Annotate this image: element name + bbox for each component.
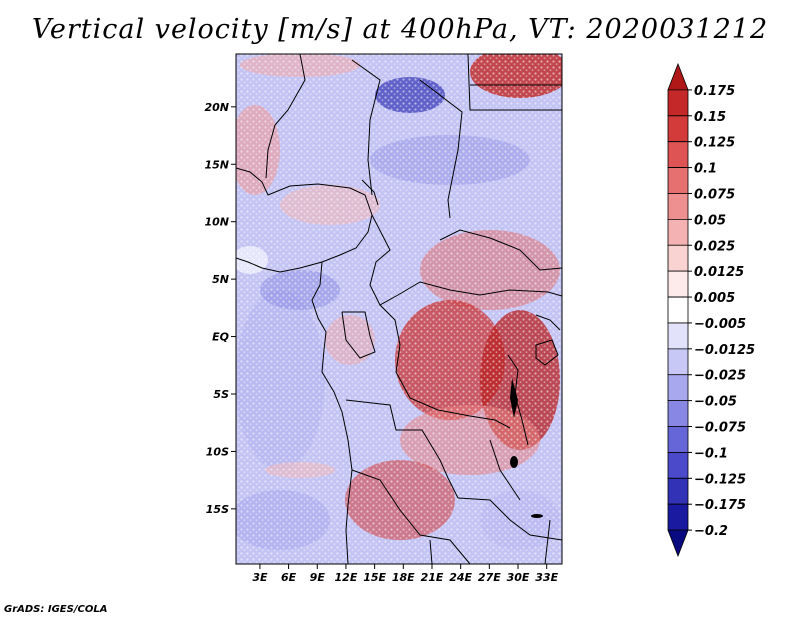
colorbar-swatch [667, 244, 689, 272]
lon-tick-label: 12E [335, 571, 358, 584]
colorbar-swatch [667, 193, 689, 220]
colorbar-label: 0.05 [694, 213, 726, 228]
grads-credit: GrADS: IGES/COLA [4, 604, 108, 615]
lat-tick-label: 10N [204, 216, 229, 229]
colorbar-label: −0.005 [694, 317, 746, 332]
lakes [510, 378, 543, 518]
colorbar-swatch [667, 503, 689, 531]
colorbar-swatch [667, 400, 689, 427]
colorbar-label: 0.125 [694, 136, 735, 151]
latitude-axis: 20N 15N 10N 5N EQ 5S 10S 15S [204, 101, 236, 516]
lon-tick-label: 33E [535, 571, 558, 584]
lat-tick-label: 5N [212, 273, 229, 286]
colorbar-label: 0.175 [694, 84, 735, 99]
lon-tick-label: 3E [252, 571, 268, 584]
colorbar-swatch [667, 374, 689, 402]
lon-tick-label: 6E [281, 571, 297, 584]
colorbar-label: −0.175 [694, 498, 746, 513]
colorbar-swatch [667, 115, 689, 143]
colorbar-swatch [667, 452, 689, 479]
lon-tick-label: 27E [478, 571, 501, 584]
colorbar-swatch [667, 477, 689, 505]
lon-tick-label: 21E [421, 571, 444, 584]
colorbar-label: 0.1 [694, 162, 717, 177]
colorbar-label: 0.005 [694, 291, 735, 306]
longitude-axis: 3E 6E 9E 12E 15E 18E 21E 24E 27E 30E 33E [252, 564, 559, 584]
colorbar-label: −0.1 [694, 446, 728, 461]
lon-tick-label: 9E [310, 571, 326, 584]
country-borders [236, 54, 562, 564]
colorbar-label: −0.05 [694, 395, 737, 410]
colorbar-swatch [667, 296, 689, 324]
lat-tick-label: 15N [204, 158, 229, 171]
colorbar-label: 0.0125 [694, 265, 744, 280]
colorbar-label: 0.075 [694, 187, 735, 202]
colorbar-swatch [667, 141, 689, 168]
lon-tick-label: 15E [363, 571, 386, 584]
colorbar-swatch [667, 426, 689, 453]
colorbar-swatch [667, 62, 689, 91]
colorbar-label: 0.15 [694, 110, 726, 125]
colorbar-swatch [667, 218, 689, 246]
field-texture [236, 54, 562, 564]
lat-tick-label: 10S [206, 445, 229, 458]
colorbar-swatch [667, 529, 689, 558]
lon-tick-label: 24E [449, 571, 472, 584]
colorbar-swatch [667, 270, 689, 298]
colorbar-swatch [667, 89, 689, 117]
lat-tick-label: 15S [206, 503, 229, 516]
colorbar-label: 0.025 [694, 239, 735, 254]
colorbar-label: −0.025 [694, 369, 746, 384]
lon-tick-label: 30E [507, 571, 530, 584]
colorbar-label: −0.075 [694, 421, 746, 436]
map-title: Vertical velocity [m/s] at 400hPa, VT: 2… [31, 14, 769, 45]
colorbar-swatch [667, 348, 689, 376]
map-frame [235, 53, 563, 565]
colorbar-label: −0.2 [694, 524, 728, 539]
lat-tick-label: 5S [213, 388, 229, 401]
colorbar-swatch [667, 322, 689, 350]
colorbar: 0.175 0.15 0.125 0.1 0.075 0.05 0.025 0.0125 0.0… [667, 62, 755, 558]
lat-tick-label: 20N [204, 101, 229, 114]
lat-tick-label: EQ [212, 331, 229, 344]
colorbar-label: −0.0125 [694, 343, 755, 358]
colorbar-label: −0.125 [694, 472, 746, 487]
colorbar-swatch [667, 167, 689, 194]
lon-tick-label: 18E [392, 571, 415, 584]
map-area [236, 54, 562, 564]
